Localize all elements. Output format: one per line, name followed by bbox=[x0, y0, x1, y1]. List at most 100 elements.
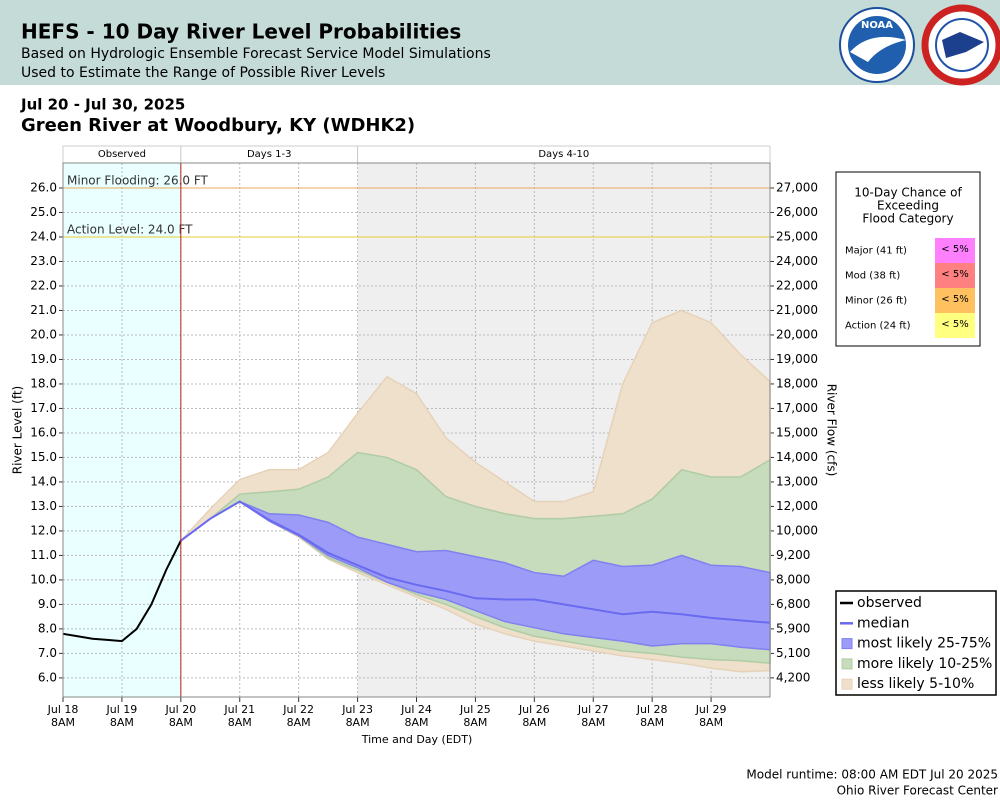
y2-tick-label: 25,000 bbox=[776, 229, 818, 243]
x-tick-label: Jul 23 bbox=[341, 703, 373, 716]
x-tick-label: Jul 22 bbox=[282, 703, 314, 716]
legend bbox=[835, 590, 997, 696]
y2-tick-label: 6,800 bbox=[776, 597, 810, 611]
y-tick-label: 16.0 bbox=[30, 425, 57, 439]
chance-value: < 5% bbox=[941, 244, 968, 255]
chance-value: < 5% bbox=[941, 269, 968, 280]
footer-text: Ohio River Forecast Center bbox=[837, 784, 998, 798]
x-tick-label: Jul 28 bbox=[636, 703, 668, 716]
x-tick-label: Jul 21 bbox=[223, 703, 255, 716]
date-range: Jul 20 - Jul 30, 2025 bbox=[20, 96, 185, 114]
x-tick-label: Jul 25 bbox=[459, 703, 491, 716]
y2-tick-label: 18,000 bbox=[776, 376, 818, 390]
y-tick-label: 25.0 bbox=[30, 205, 57, 219]
x-tick-label: Jul 19 bbox=[106, 703, 138, 716]
y-tick-label: 8.0 bbox=[38, 621, 57, 635]
x-tick-time: 8AM bbox=[581, 716, 605, 729]
period-label: Observed bbox=[98, 149, 146, 160]
chance-category: Minor (26 ft) bbox=[845, 296, 907, 307]
y-tick-label: 10.0 bbox=[30, 572, 57, 586]
y-tick-label: 19.0 bbox=[30, 352, 57, 366]
y-tick-label: 21.0 bbox=[30, 303, 57, 317]
chance-value: < 5% bbox=[941, 319, 968, 330]
y2-tick-label: 17,000 bbox=[776, 401, 818, 415]
chance-cell bbox=[935, 313, 975, 338]
y-tick-label: 7.0 bbox=[38, 646, 57, 660]
x-tick-label: Jul 29 bbox=[695, 703, 727, 716]
x-tick-label: Jul 20 bbox=[164, 703, 196, 716]
noaa-logo: NOAA bbox=[839, 7, 915, 83]
y2-tick-label: 15,000 bbox=[776, 425, 818, 439]
chart-title: Green River at Woodbury, KY (WDHK2) bbox=[21, 115, 415, 136]
y2-tick-label: 12,000 bbox=[776, 499, 818, 513]
x-tick-time: 8AM bbox=[463, 716, 487, 729]
plot-frame bbox=[62, 162, 771, 698]
y-tick-label: 18.0 bbox=[30, 376, 57, 390]
chance-category: Action (24 ft) bbox=[845, 321, 911, 332]
y-axis-label: River Level (ft) bbox=[11, 386, 25, 474]
chance-cell bbox=[935, 238, 975, 263]
y-tick-label: 12.0 bbox=[30, 523, 57, 537]
x-tick-label: Jul 26 bbox=[518, 703, 550, 716]
x-tick-time: 8AM bbox=[699, 716, 723, 729]
chance-category: Mod (38 ft) bbox=[845, 271, 900, 282]
y-tick-label: 23.0 bbox=[30, 254, 57, 268]
threshold-label: Minor Flooding: 26.0 FT bbox=[67, 173, 209, 187]
y2-tick-label: 27,000 bbox=[776, 180, 818, 194]
y-tick-label: 20.0 bbox=[30, 327, 57, 341]
y-tick-label: 15.0 bbox=[30, 450, 57, 464]
chance-table-title: Exceeding bbox=[877, 199, 939, 213]
y-tick-label: 22.0 bbox=[30, 278, 57, 292]
y2-tick-label: 26,000 bbox=[776, 205, 818, 219]
y-tick-label: 13.0 bbox=[30, 499, 57, 513]
legend-label: less likely 5-10% bbox=[857, 676, 974, 692]
logo-text: NOAA bbox=[861, 20, 893, 31]
y-tick-label: 11.0 bbox=[30, 548, 57, 562]
header-subtitle: Used to Estimate the Range of Possible R… bbox=[21, 65, 385, 81]
y2-tick-label: 5,900 bbox=[776, 621, 810, 635]
x-tick-label: Jul 27 bbox=[577, 703, 609, 716]
legend-label: observed bbox=[857, 595, 922, 611]
chance-category: Major (41 ft) bbox=[845, 246, 907, 257]
y-tick-label: 24.0 bbox=[30, 229, 57, 243]
x-axis-label: Time and Day (EDT) bbox=[361, 733, 473, 746]
y2-tick-label: 10,000 bbox=[776, 523, 818, 537]
y2-tick-label: 20,000 bbox=[776, 327, 818, 341]
chance-table-title: 10-Day Chance of bbox=[854, 186, 962, 200]
y2-axis-label: River Flow (cfs) bbox=[825, 384, 839, 477]
header-title: HEFS - 10 Day River Level Probabilities bbox=[21, 20, 461, 44]
chance-cell bbox=[935, 263, 975, 288]
x-tick-time: 8AM bbox=[346, 716, 370, 729]
x-tick-time: 8AM bbox=[522, 716, 546, 729]
y2-tick-label: 4,200 bbox=[776, 670, 810, 684]
y2-tick-label: 5,100 bbox=[776, 646, 810, 660]
y2-tick-label: 8,000 bbox=[776, 572, 810, 586]
y-tick-label: 14.0 bbox=[30, 474, 57, 488]
period-region bbox=[180, 163, 358, 697]
y-tick-label: 17.0 bbox=[30, 401, 57, 415]
median-line bbox=[180, 500, 771, 624]
observed-line bbox=[62, 540, 182, 643]
x-tick-time: 8AM bbox=[169, 716, 193, 729]
period-label: Days 4-10 bbox=[538, 149, 589, 160]
legend-swatch bbox=[841, 678, 853, 690]
y2-tick-label: 22,000 bbox=[776, 278, 818, 292]
y-tick-label: 26.0 bbox=[30, 180, 57, 194]
legend-label: median bbox=[857, 615, 909, 631]
x-tick-label: Jul 24 bbox=[400, 703, 432, 716]
x-tick-time: 8AM bbox=[51, 716, 75, 729]
chance-cell bbox=[935, 288, 975, 313]
footer-text: Model runtime: 08:00 AM EDT Jul 20 2025 bbox=[746, 768, 998, 782]
nws-logo bbox=[921, 4, 1000, 86]
chance-table-title: Flood Category bbox=[862, 212, 953, 226]
y-tick-label: 9.0 bbox=[38, 597, 57, 611]
y2-tick-label: 24,000 bbox=[776, 254, 818, 268]
period-label: Days 1-3 bbox=[247, 149, 291, 160]
x-tick-time: 8AM bbox=[287, 716, 311, 729]
chance-value: < 5% bbox=[941, 294, 968, 305]
x-tick-label: Jul 18 bbox=[47, 703, 79, 716]
y2-tick-label: 14,000 bbox=[776, 450, 818, 464]
x-tick-time: 8AM bbox=[640, 716, 664, 729]
x-tick-time: 8AM bbox=[228, 716, 252, 729]
